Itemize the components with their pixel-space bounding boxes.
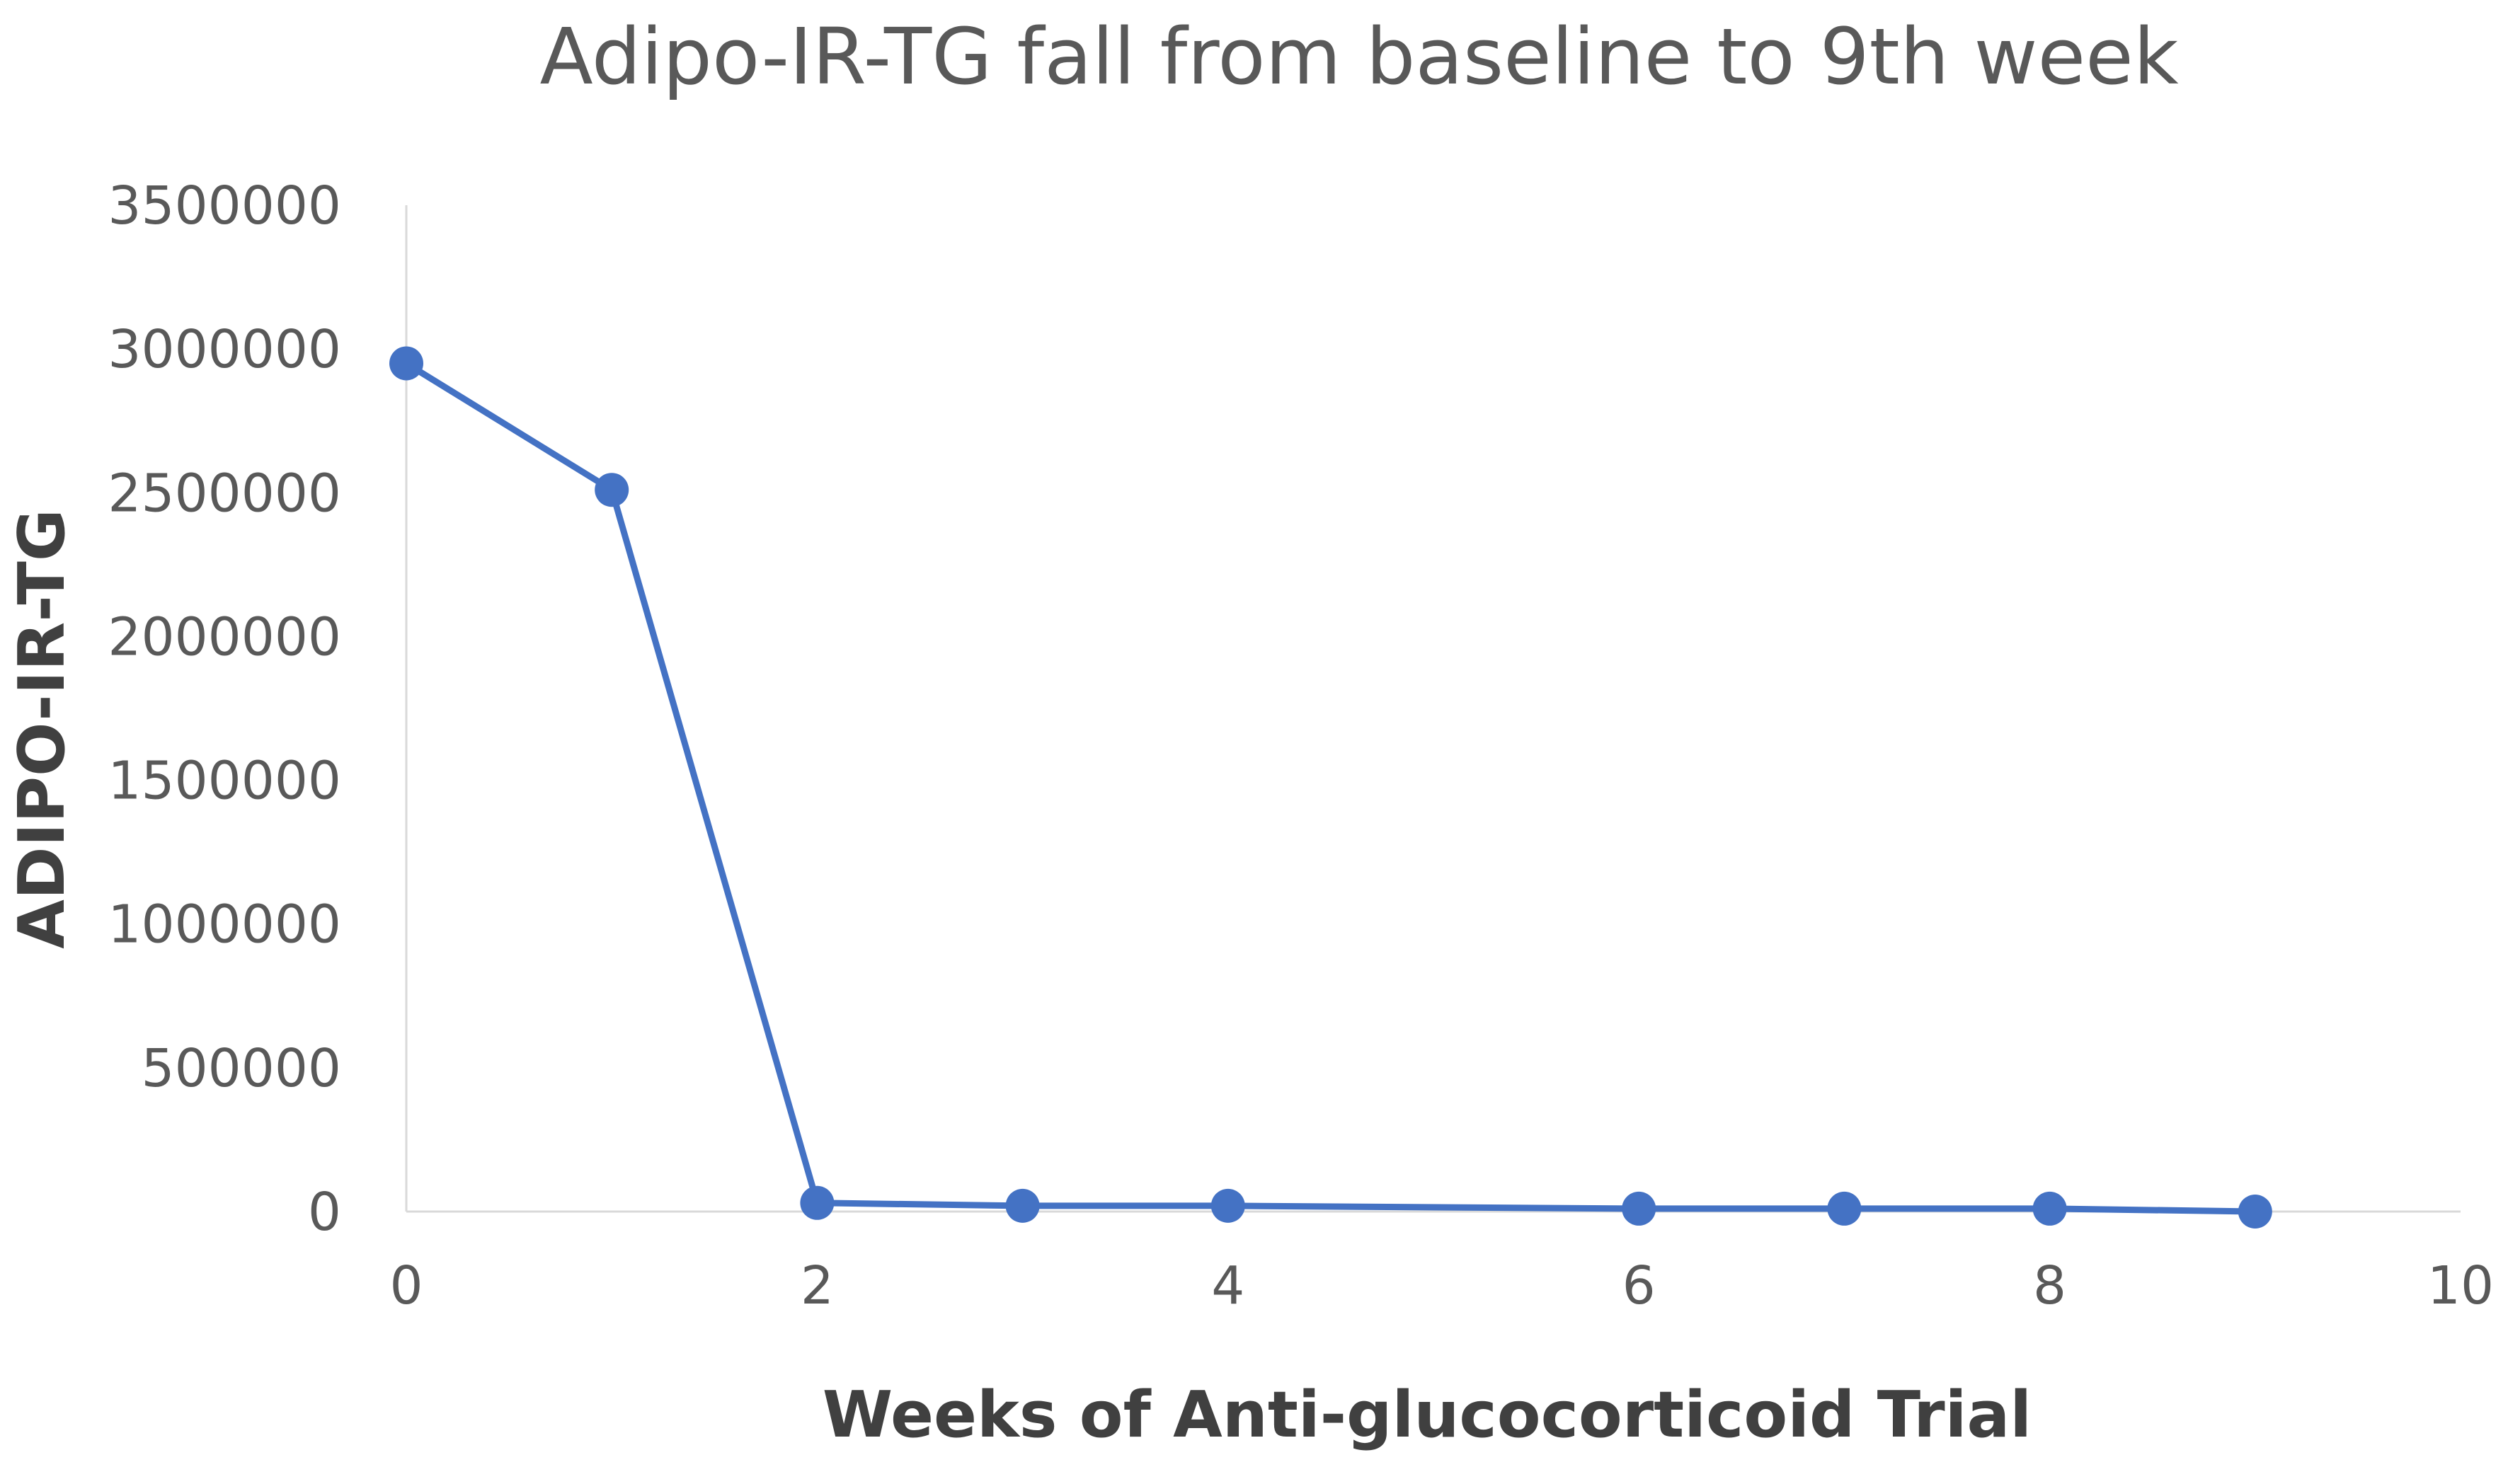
series-line	[403, 360, 2259, 1215]
data-point	[2238, 1195, 2272, 1229]
x-tick-label: 0	[389, 1255, 423, 1316]
data-point	[800, 1185, 835, 1220]
chart-title: Adipo-IR-TG fall from baseline to 9th we…	[539, 11, 2178, 102]
x-tick-label: 8	[2033, 1255, 2066, 1316]
x-axis-title: Weeks of Anti-glucocorticoid Trial	[823, 1378, 2032, 1452]
data-point	[1827, 1191, 1862, 1226]
x-tick-label: 2	[801, 1255, 834, 1316]
y-tick-label: 3000000	[108, 319, 341, 380]
y-axis-title: ADIPO-IR-TG	[5, 509, 79, 949]
y-tick-label: 1000000	[108, 895, 341, 955]
y-tick-label: 500000	[142, 1038, 342, 1099]
y-tick-label: 3500000	[108, 176, 341, 236]
y-tick-label: 1500000	[108, 751, 341, 812]
data-point	[2032, 1191, 2067, 1226]
series-group	[389, 346, 2272, 1229]
data-point	[1622, 1191, 1656, 1226]
data-point	[389, 346, 423, 381]
y-tick-label: 2000000	[108, 606, 341, 667]
x-tick-label: 10	[2427, 1255, 2494, 1316]
x-tick-label: 4	[1211, 1255, 1244, 1316]
data-point	[595, 473, 629, 507]
data-point	[1210, 1188, 1245, 1223]
x-tick-labels: 0 2 4 6 8 10	[389, 1255, 2494, 1316]
y-tick-label: 0	[308, 1182, 341, 1243]
data-point	[1005, 1188, 1040, 1223]
y-tick-labels: 0 500000 1000000 1500000 2000000 2500000 30000…	[108, 176, 341, 1243]
y-tick-label: 2500000	[108, 463, 341, 524]
x-tick-label: 6	[1622, 1255, 1656, 1316]
